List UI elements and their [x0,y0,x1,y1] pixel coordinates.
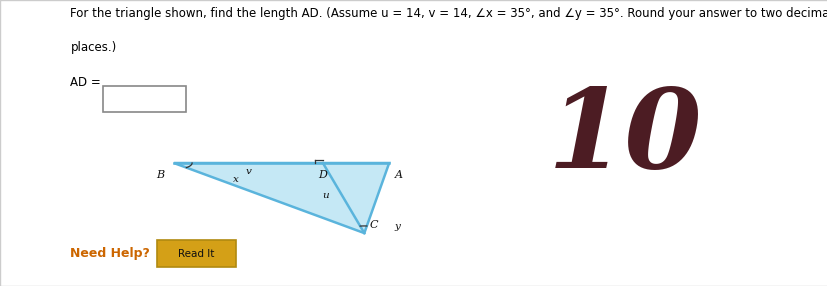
Text: B: B [156,170,165,180]
FancyBboxPatch shape [157,240,236,267]
Text: A: A [394,170,403,180]
Text: places.): places.) [70,41,117,54]
Text: Read It: Read It [178,249,214,259]
Text: For the triangle shown, find the length AD. (Assume u = 14, v = 14, ∠x = 35°, an: For the triangle shown, find the length … [70,7,827,20]
Text: y: y [394,222,400,231]
Text: C: C [370,220,378,230]
FancyBboxPatch shape [103,86,186,112]
Text: v: v [245,167,251,176]
Polygon shape [174,163,389,233]
Text: u: u [322,191,328,200]
Text: x: x [233,175,239,184]
Text: D: D [318,170,327,180]
Text: 10: 10 [547,84,701,191]
Text: AD =: AD = [70,76,101,89]
Text: Need Help?: Need Help? [70,247,150,260]
